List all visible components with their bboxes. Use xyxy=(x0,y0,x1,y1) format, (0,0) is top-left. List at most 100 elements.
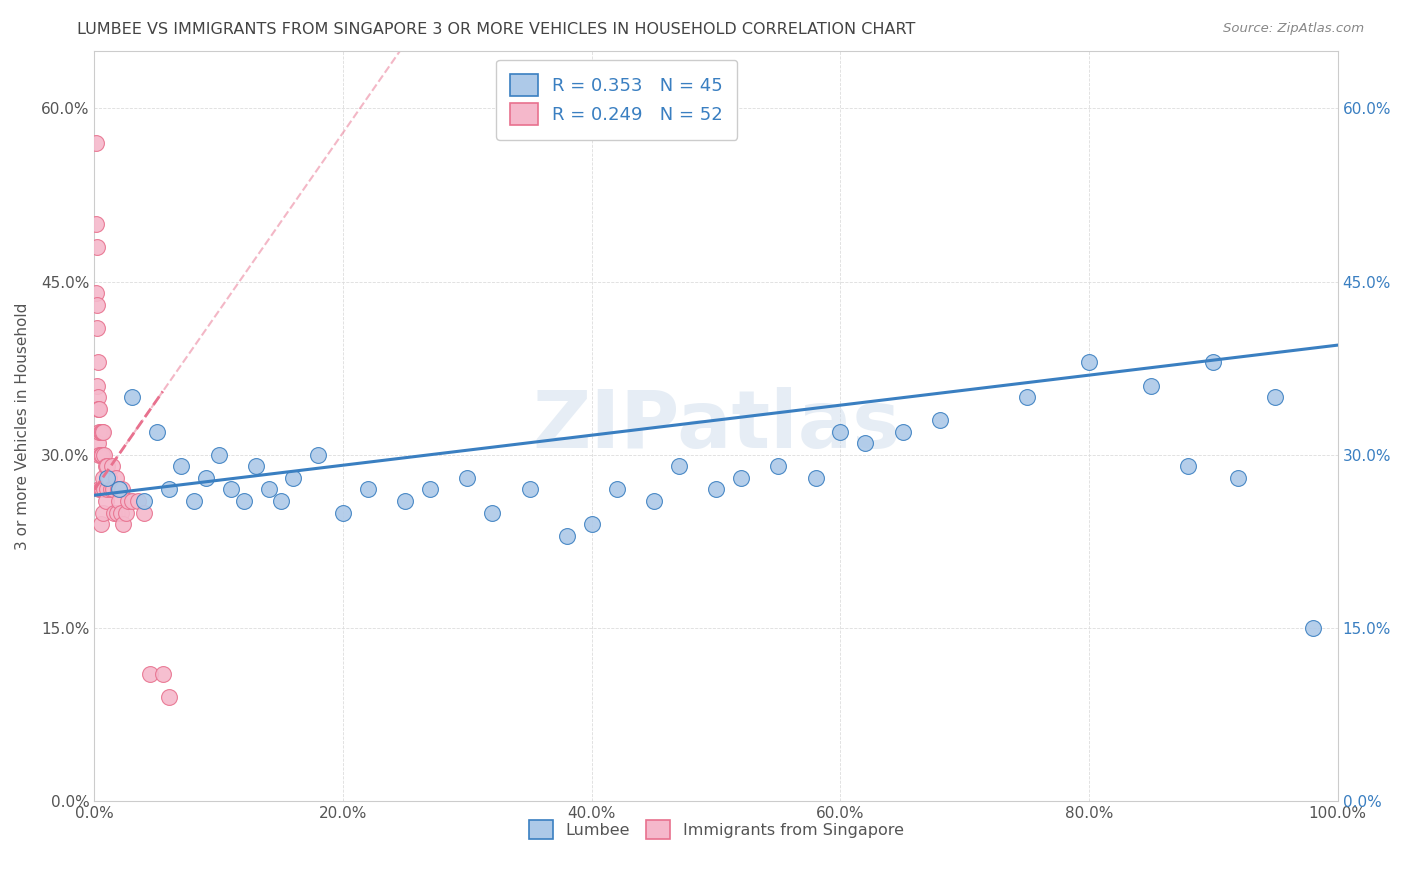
Point xyxy=(1202,355,1225,369)
Point xyxy=(668,459,690,474)
Point xyxy=(98,471,121,485)
Point xyxy=(170,459,193,474)
Point xyxy=(89,483,111,497)
Point xyxy=(157,690,180,705)
Point xyxy=(219,483,242,497)
Point xyxy=(90,425,112,439)
Point xyxy=(101,483,124,497)
Point xyxy=(87,390,110,404)
Point xyxy=(94,459,117,474)
Point xyxy=(456,471,478,485)
Point xyxy=(86,240,108,254)
Text: Source: ZipAtlas.com: Source: ZipAtlas.com xyxy=(1223,22,1364,36)
Point xyxy=(90,448,112,462)
Point xyxy=(104,471,127,485)
Point xyxy=(1177,459,1199,474)
Point xyxy=(86,320,108,334)
Point xyxy=(90,517,112,532)
Point xyxy=(91,506,114,520)
Point xyxy=(91,471,114,485)
Point xyxy=(283,471,305,485)
Point xyxy=(91,425,114,439)
Point xyxy=(195,471,218,485)
Point xyxy=(84,286,107,301)
Point xyxy=(121,390,143,404)
Point xyxy=(830,425,852,439)
Point xyxy=(117,494,139,508)
Point xyxy=(208,448,231,462)
Point xyxy=(96,483,118,497)
Point xyxy=(114,506,136,520)
Point xyxy=(86,298,108,312)
Text: LUMBEE VS IMMIGRANTS FROM SINGAPORE 3 OR MORE VEHICLES IN HOUSEHOLD CORRELATION : LUMBEE VS IMMIGRANTS FROM SINGAPORE 3 OR… xyxy=(77,22,915,37)
Point xyxy=(139,667,162,681)
Point xyxy=(1078,355,1101,369)
Point xyxy=(704,483,727,497)
Point xyxy=(891,425,914,439)
Point xyxy=(1264,390,1286,404)
Point xyxy=(96,459,118,474)
Point xyxy=(152,667,174,681)
Point xyxy=(419,483,441,497)
Point xyxy=(853,436,876,450)
Point xyxy=(103,506,125,520)
Point xyxy=(101,459,124,474)
Point xyxy=(766,459,789,474)
Point xyxy=(730,471,752,485)
Point xyxy=(1140,378,1163,392)
Point xyxy=(105,506,128,520)
Point xyxy=(121,494,143,508)
Point xyxy=(145,425,167,439)
Point xyxy=(307,448,329,462)
Point xyxy=(97,471,120,485)
Point xyxy=(257,483,280,497)
Text: ZIPatlas: ZIPatlas xyxy=(531,387,900,465)
Point xyxy=(555,529,578,543)
Point xyxy=(481,506,503,520)
Point xyxy=(134,506,156,520)
Point xyxy=(270,494,292,508)
Point xyxy=(90,483,112,497)
Point xyxy=(107,483,129,497)
Point xyxy=(581,517,603,532)
Point xyxy=(87,355,110,369)
Point xyxy=(134,494,156,508)
Point xyxy=(84,136,107,150)
Point xyxy=(93,448,115,462)
Point xyxy=(332,506,354,520)
Point xyxy=(90,448,112,462)
Point xyxy=(928,413,950,427)
Legend: Lumbee, Immigrants from Singapore: Lumbee, Immigrants from Singapore xyxy=(522,814,910,846)
Point xyxy=(90,483,112,497)
Y-axis label: 3 or more Vehicles in Household: 3 or more Vehicles in Household xyxy=(15,302,30,549)
Point xyxy=(87,401,110,416)
Point xyxy=(643,494,665,508)
Point xyxy=(157,483,180,497)
Point xyxy=(1227,471,1250,485)
Point xyxy=(245,459,267,474)
Point xyxy=(84,217,107,231)
Point xyxy=(89,401,111,416)
Point xyxy=(87,436,110,450)
Point xyxy=(606,483,628,497)
Point xyxy=(89,425,111,439)
Point xyxy=(183,494,205,508)
Point xyxy=(1302,621,1324,635)
Point xyxy=(519,483,541,497)
Point xyxy=(127,494,149,508)
Point xyxy=(804,471,827,485)
Point xyxy=(357,483,380,497)
Point xyxy=(1015,390,1038,404)
Point xyxy=(100,483,122,497)
Point xyxy=(111,483,134,497)
Point xyxy=(94,494,117,508)
Point xyxy=(86,378,108,392)
Point xyxy=(93,483,115,497)
Point xyxy=(96,471,118,485)
Point xyxy=(232,494,254,508)
Point xyxy=(110,506,132,520)
Point xyxy=(108,483,131,497)
Point xyxy=(394,494,416,508)
Point xyxy=(112,517,135,532)
Point xyxy=(90,425,112,439)
